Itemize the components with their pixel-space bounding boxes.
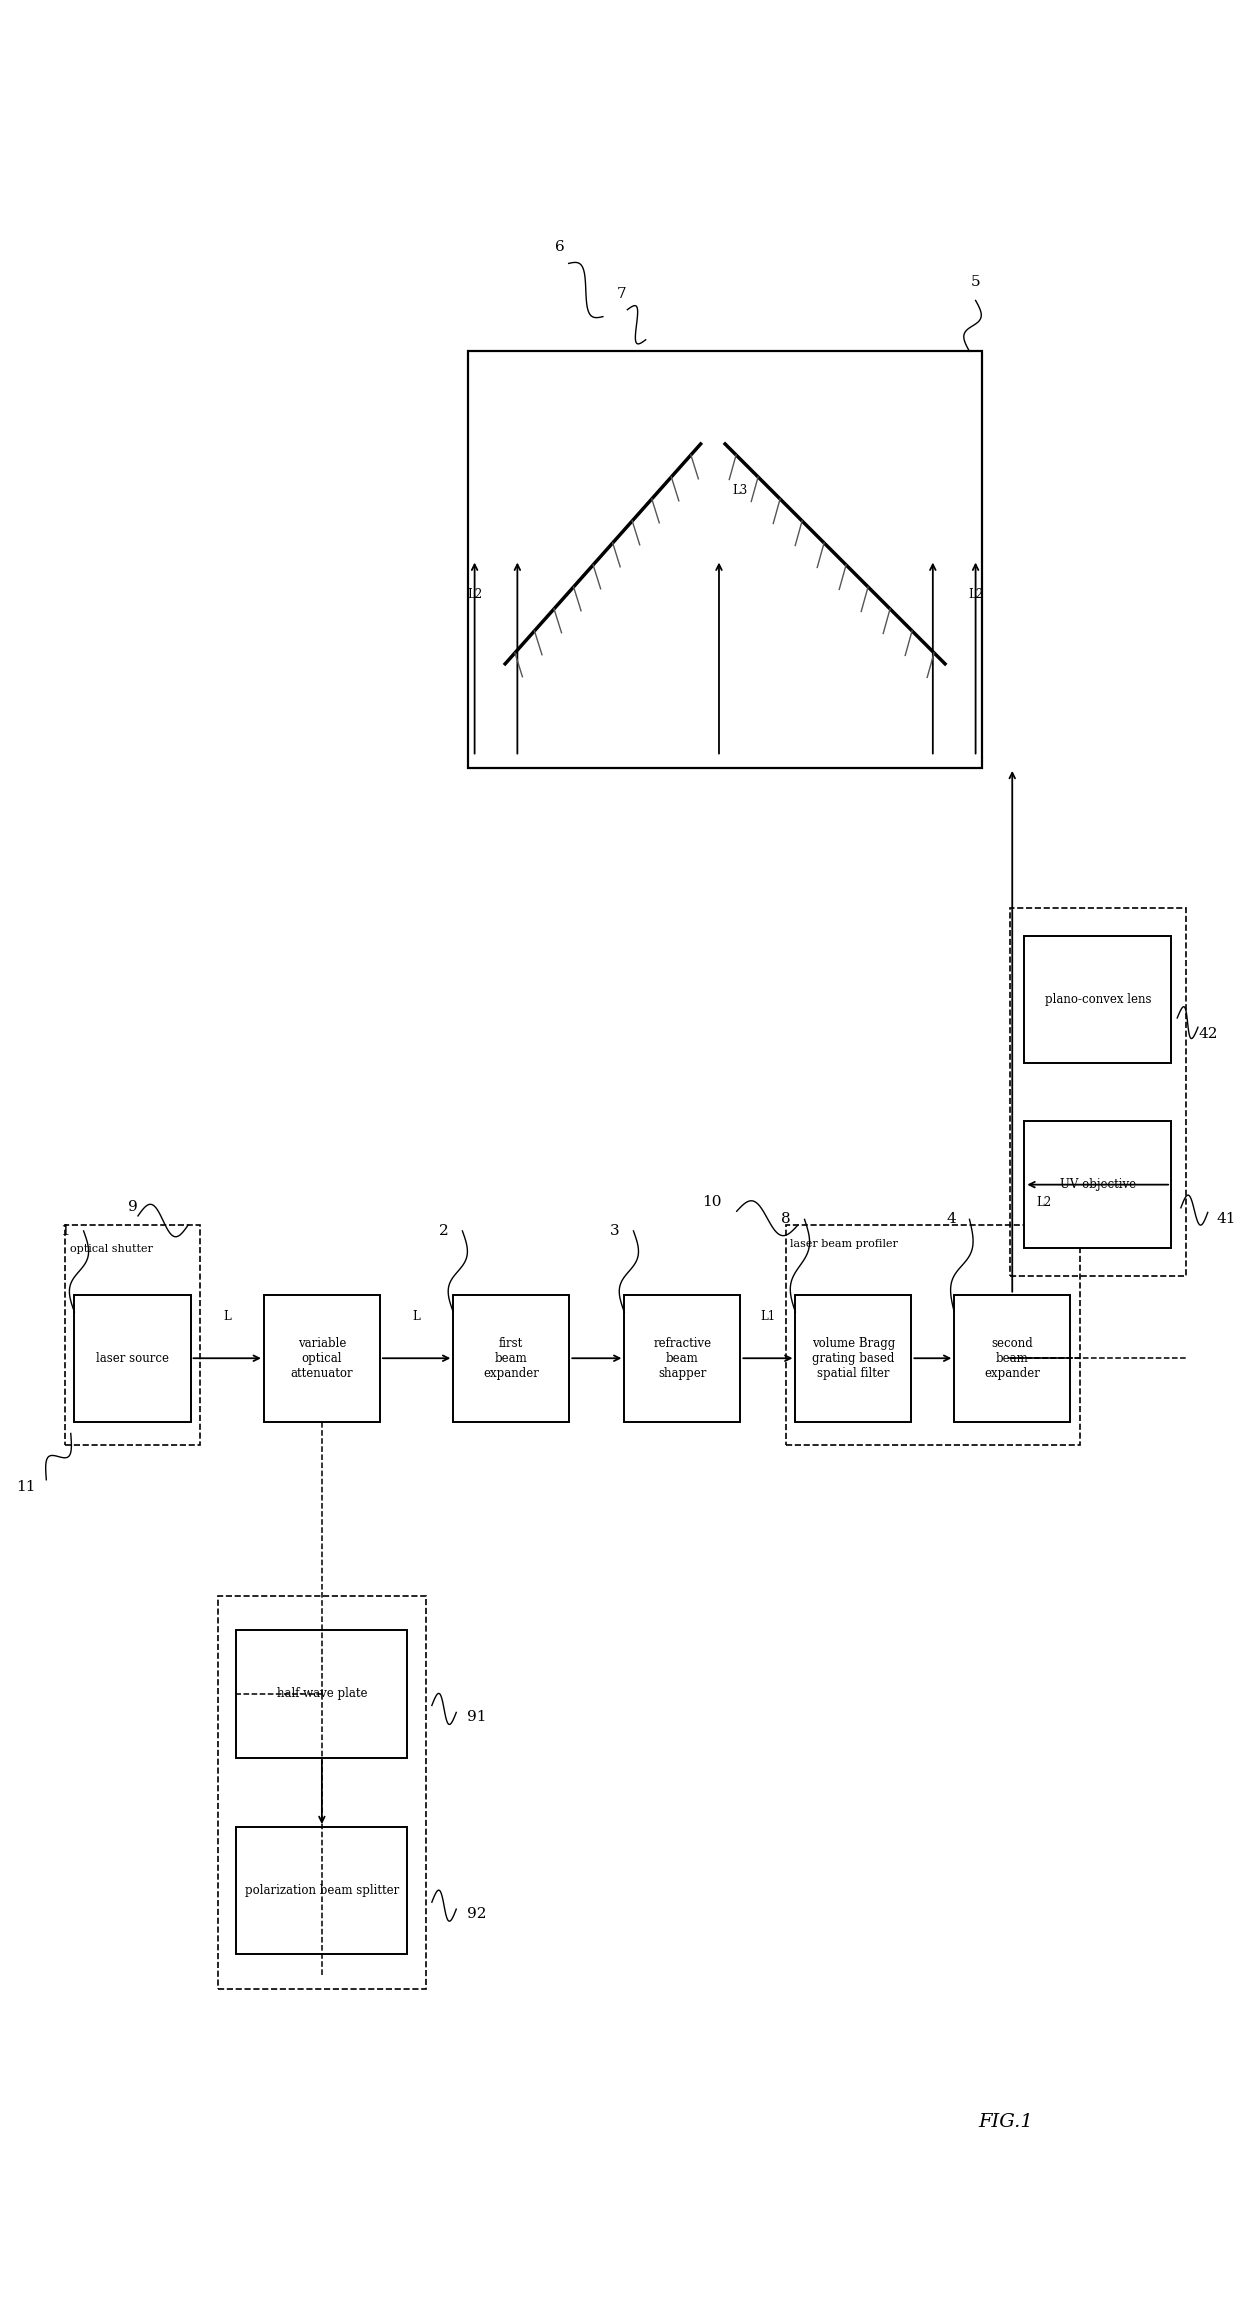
Bar [469, 351, 982, 769]
Text: plano-convex lens: plano-convex lens [1044, 992, 1151, 1006]
Text: 8: 8 [781, 1213, 791, 1227]
Bar [74, 1294, 191, 1422]
Text: 92: 92 [467, 1907, 487, 1921]
Text: L2: L2 [1037, 1196, 1052, 1208]
Text: UV objective: UV objective [1060, 1178, 1136, 1192]
Bar [264, 1294, 379, 1422]
Text: laser source: laser source [95, 1352, 169, 1364]
Text: refractive
beam
shapper: refractive beam shapper [653, 1336, 712, 1380]
Text: volume Bragg
grating based
spatial filter: volume Bragg grating based spatial filte… [812, 1336, 895, 1380]
Bar [786, 1224, 1080, 1445]
Text: laser beam profiler: laser beam profiler [790, 1238, 898, 1250]
Text: 6: 6 [556, 239, 565, 253]
Text: L3: L3 [732, 483, 748, 497]
Text: second
beam
expander: second beam expander [985, 1336, 1040, 1380]
Bar [624, 1294, 740, 1422]
Text: 91: 91 [467, 1710, 487, 1724]
Text: 42: 42 [1198, 1027, 1218, 1041]
Bar [218, 1596, 425, 1988]
Bar [1009, 908, 1185, 1275]
Text: 4: 4 [946, 1213, 956, 1227]
Bar [795, 1294, 911, 1422]
Bar [955, 1294, 1070, 1422]
Text: optical shutter: optical shutter [69, 1243, 153, 1254]
Text: 41: 41 [1216, 1213, 1236, 1227]
Text: polarization beam splitter: polarization beam splitter [244, 1884, 399, 1898]
Bar [1024, 1122, 1171, 1247]
Text: L1: L1 [760, 1310, 775, 1324]
Bar [454, 1294, 569, 1422]
Text: 10: 10 [703, 1194, 722, 1208]
Text: 11: 11 [16, 1480, 35, 1494]
Bar [237, 1826, 408, 1954]
Text: 2: 2 [439, 1224, 449, 1238]
Text: half-wave plate: half-wave plate [277, 1686, 367, 1700]
Text: L: L [223, 1310, 231, 1324]
Text: first
beam
expander: first beam expander [484, 1336, 539, 1380]
Text: 3: 3 [610, 1224, 620, 1238]
Text: variable
optical
attenuator: variable optical attenuator [290, 1336, 353, 1380]
Text: L2: L2 [467, 588, 482, 602]
Bar [64, 1224, 201, 1445]
Text: FIG.1: FIG.1 [978, 2114, 1033, 2130]
Text: L: L [413, 1310, 420, 1324]
Text: 5: 5 [971, 274, 981, 288]
Text: 9: 9 [128, 1199, 138, 1213]
Text: 1: 1 [61, 1224, 71, 1238]
Bar [1024, 936, 1171, 1064]
Text: L2: L2 [968, 588, 983, 602]
Text: 7: 7 [616, 286, 626, 300]
Bar [237, 1631, 408, 1759]
